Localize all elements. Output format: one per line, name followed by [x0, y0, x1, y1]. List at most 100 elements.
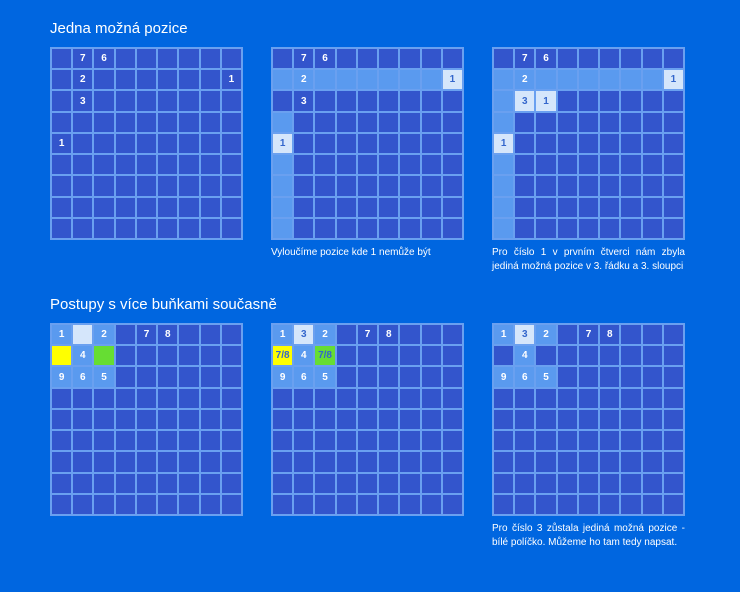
cell: 1 [51, 133, 72, 154]
cell [200, 494, 221, 515]
cell [72, 175, 93, 196]
cell [535, 175, 556, 196]
cell [136, 69, 157, 90]
cell [200, 451, 221, 472]
cell [357, 197, 378, 218]
cell [93, 69, 114, 90]
cell [442, 430, 463, 451]
cell [535, 494, 556, 515]
cell [136, 218, 157, 239]
cell [620, 409, 641, 430]
cell [620, 324, 641, 345]
cell [442, 48, 463, 69]
cell: 1 [535, 90, 556, 111]
cell [51, 388, 72, 409]
cell [314, 409, 335, 430]
cell [357, 409, 378, 430]
cell [557, 197, 578, 218]
cell [136, 154, 157, 175]
cell [642, 494, 663, 515]
cell [178, 430, 199, 451]
cell [399, 409, 420, 430]
cell [378, 494, 399, 515]
cell [642, 175, 663, 196]
cell [620, 197, 641, 218]
cell [663, 451, 684, 472]
cell [51, 154, 72, 175]
cell [314, 154, 335, 175]
cell [421, 48, 442, 69]
cell [157, 112, 178, 133]
cell [642, 112, 663, 133]
cell [221, 473, 242, 494]
cell: 7/8 [272, 345, 293, 366]
cell [378, 112, 399, 133]
cell [115, 451, 136, 472]
cell [399, 218, 420, 239]
section-2-title: Postupy s více buňkami současně [50, 296, 690, 313]
cell: 9 [493, 366, 514, 387]
cell [493, 218, 514, 239]
cell [314, 218, 335, 239]
cell [493, 473, 514, 494]
cell [620, 366, 641, 387]
cell: 8 [157, 324, 178, 345]
cell [378, 197, 399, 218]
cell [442, 451, 463, 472]
cell [115, 112, 136, 133]
cell [535, 133, 556, 154]
cell [336, 345, 357, 366]
cell [620, 494, 641, 515]
cell [200, 90, 221, 111]
cell [514, 154, 535, 175]
cell [421, 133, 442, 154]
cell [336, 197, 357, 218]
cell [557, 90, 578, 111]
cell [357, 90, 378, 111]
cell [136, 430, 157, 451]
cell [535, 112, 556, 133]
cell [272, 451, 293, 472]
cell: 1 [272, 324, 293, 345]
cell [642, 451, 663, 472]
cell [514, 473, 535, 494]
cell [663, 366, 684, 387]
cell [314, 69, 335, 90]
cell: 1 [51, 324, 72, 345]
panel-g1: 762131 [50, 47, 243, 274]
cell [557, 451, 578, 472]
cell [136, 409, 157, 430]
cell [642, 409, 663, 430]
cell: 2 [293, 69, 314, 90]
panel-g6: 132784965 Pro číslo 3 zůstala jediná mož… [492, 323, 685, 550]
section-1-title: Jedna možná pozice [50, 20, 690, 37]
cell [399, 473, 420, 494]
cell [136, 48, 157, 69]
cell [642, 48, 663, 69]
cell [157, 366, 178, 387]
cell [272, 388, 293, 409]
cell [136, 112, 157, 133]
cell [535, 473, 556, 494]
cell [178, 175, 199, 196]
cell [663, 430, 684, 451]
cell [178, 324, 199, 345]
cell [178, 345, 199, 366]
cell [221, 388, 242, 409]
cell [535, 430, 556, 451]
cell [399, 133, 420, 154]
cell [93, 175, 114, 196]
cell [200, 366, 221, 387]
cell [357, 175, 378, 196]
cell [157, 430, 178, 451]
cell [72, 473, 93, 494]
cell [620, 451, 641, 472]
cell [136, 388, 157, 409]
cell [421, 324, 442, 345]
cell: 4 [72, 345, 93, 366]
cell [293, 175, 314, 196]
cell [599, 451, 620, 472]
cell [357, 366, 378, 387]
cell [357, 154, 378, 175]
cell: 2 [72, 69, 93, 90]
